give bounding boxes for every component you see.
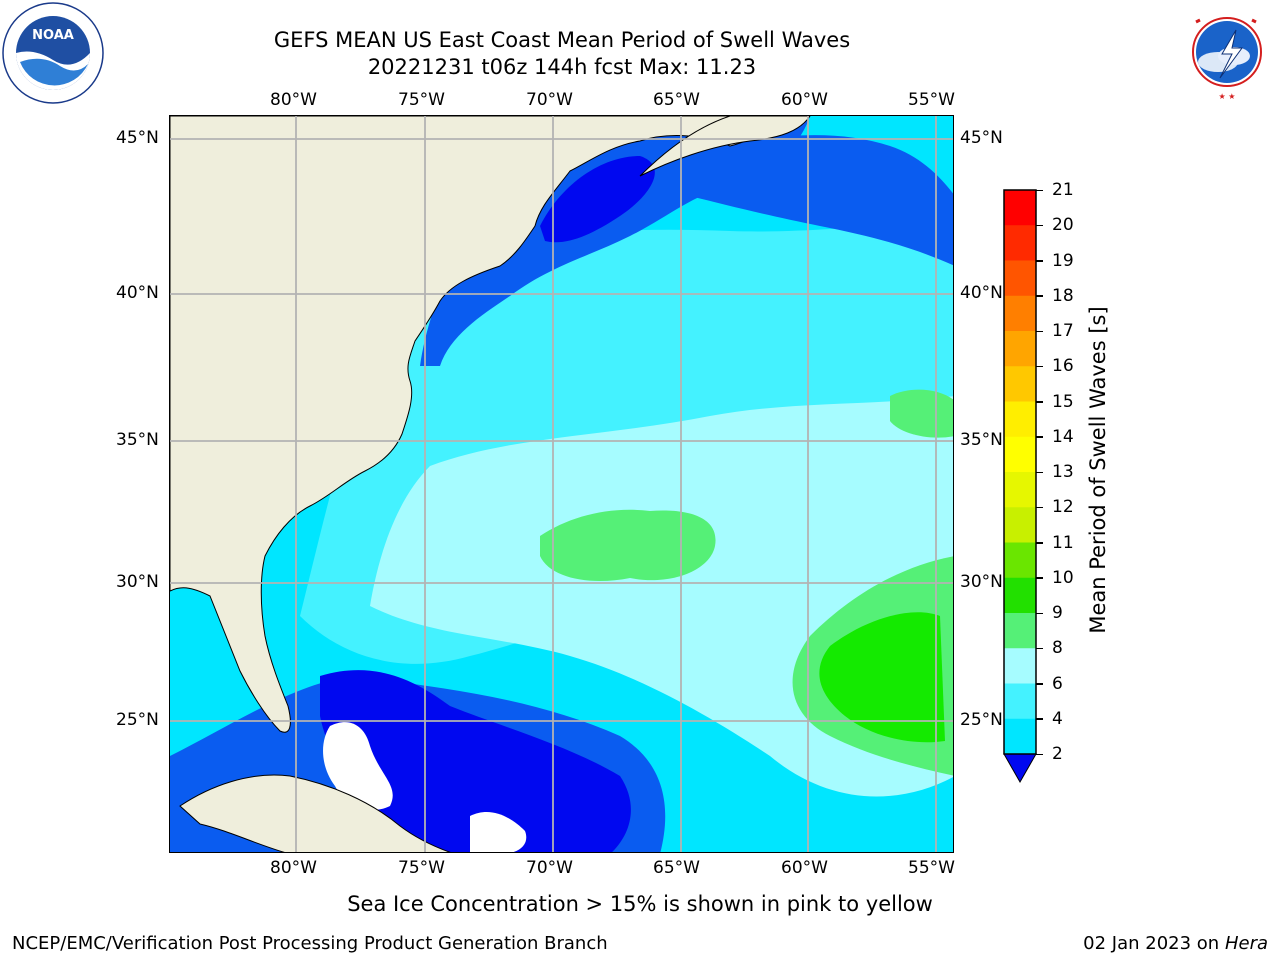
colorbar-segment: [1004, 542, 1036, 579]
lat-label-right-25n: 25°N: [960, 710, 1003, 730]
ocean-band-9-10-central: [540, 509, 716, 582]
colorbar-segment: [1004, 401, 1036, 438]
plot-title: GEFS MEAN US East Coast Mean Period of S…: [273, 28, 851, 52]
colorbar-segment: [1004, 331, 1036, 367]
colorbar-segment: [1004, 225, 1036, 261]
colorbar-tick-label: 9: [1052, 603, 1063, 623]
map-canvas: [170, 116, 953, 852]
footer-left: NCEP/EMC/Verification Post Processing Pr…: [12, 933, 608, 954]
noaa-logo: NOAA: [2, 2, 104, 104]
colorbar-tick-mark: [1036, 401, 1043, 403]
ice-patch-caribbean: [470, 812, 527, 852]
colorbar-tick-label: 11: [1052, 532, 1074, 553]
ocean-band-lt2-gulf-of-maine: [540, 156, 655, 243]
colorbar-tick-label: 14: [1052, 426, 1074, 447]
colorbar-tick-label: 4: [1052, 708, 1063, 729]
plot-subtitle: 20221231 t06z 144h fcst Max: 11.23: [367, 55, 757, 79]
colorbar-segment: [1004, 507, 1036, 543]
colorbar-tick-mark: [1036, 260, 1043, 262]
lat-label-right-30n: 30°N: [960, 572, 1003, 592]
colorbar-tick-mark: [1036, 753, 1043, 755]
lon-label-bottom-70w: 70°W: [526, 858, 573, 878]
colorbar-tick-label: 12: [1052, 497, 1074, 518]
colorbar-segment: [1004, 295, 1036, 332]
lon-label-bottom-55w: 55°W: [908, 858, 955, 878]
colorbar-tick-mark: [1036, 295, 1043, 297]
colorbar-segment: [1004, 648, 1036, 684]
lon-label-top-65w: 65°W: [653, 90, 700, 110]
graticule: [170, 116, 953, 852]
colorbar-tick-mark: [1036, 647, 1043, 650]
colorbar-label: Mean Period of Swell Waves [s]: [1086, 306, 1110, 634]
colorbar-tick-label: 21: [1052, 180, 1074, 200]
lat-label-right-45n: 45°N: [960, 128, 1003, 148]
nws-logo: ★ ★: [1176, 2, 1278, 104]
lon-label-bottom-65w: 65°W: [653, 858, 700, 878]
lon-label-bottom-60w: 60°W: [781, 858, 828, 878]
ocean-band-10-11: [819, 612, 945, 743]
colorbar-segment: [1004, 472, 1036, 508]
lat-label-left-35n: 35°N: [116, 430, 159, 450]
colorbar-tick-mark: [1036, 436, 1043, 438]
colorbar-graphic: [1003, 189, 1037, 784]
colorbar-tick-label: 2: [1052, 744, 1063, 764]
colorbar-tick-label: 10: [1052, 567, 1074, 588]
lon-label-top-60w: 60°W: [781, 90, 828, 110]
colorbar-tick-mark: [1036, 577, 1043, 579]
colorbar-tick-mark: [1036, 330, 1043, 332]
lat-label-right-35n: 35°N: [960, 430, 1003, 450]
footer-date: 02 Jan 2023 on: [1083, 933, 1225, 954]
colorbar-tick-mark: [1036, 506, 1043, 509]
colorbar-tick-mark: [1036, 365, 1043, 368]
colorbar-tick-mark: [1036, 189, 1043, 191]
colorbar: [1000, 186, 1040, 786]
colorbar-segment: [1004, 577, 1036, 614]
lon-label-bottom-75w: 75°W: [398, 858, 445, 878]
lat-label-left-30n: 30°N: [116, 572, 159, 592]
noaa-logo-text: NOAA: [32, 28, 74, 43]
colorbar-segment: [1004, 718, 1036, 755]
colorbar-segment: [1004, 260, 1036, 297]
footer-right: 02 Jan 2023 on Hera: [1083, 933, 1268, 955]
lon-label-bottom-80w: 80°W: [270, 858, 317, 878]
lat-label-left-45n: 45°N: [116, 128, 159, 148]
colorbar-tick-label: 8: [1052, 638, 1063, 659]
lon-label-top-70w: 70°W: [526, 90, 573, 110]
colorbar-tick-label: 6: [1052, 673, 1063, 694]
lon-label-top-75w: 75°W: [398, 90, 445, 110]
colorbar-tick-mark: [1036, 542, 1043, 544]
lon-label-top-55w: 55°W: [908, 90, 955, 110]
lat-label-right-40n: 40°N: [960, 283, 1003, 303]
footer-host: Hera: [1224, 933, 1268, 954]
colorbar-tick-mark: [1036, 471, 1043, 473]
land-cuba: [179, 774, 451, 852]
ocean-band-9-10-north: [890, 389, 953, 438]
colorbar-segment: [1004, 366, 1036, 402]
colorbar-tick-label: 15: [1052, 391, 1074, 412]
colorbar-tick-mark: [1036, 612, 1043, 614]
colorbar-segment: [1004, 613, 1036, 649]
colorbar-segment: [1004, 436, 1036, 473]
colorbar-segment: [1004, 683, 1036, 720]
lon-label-top-80w: 80°W: [270, 90, 317, 110]
land-north-america: [170, 116, 801, 733]
colorbar-tick-label: 18: [1052, 285, 1074, 306]
colorbar-tick-label: 20: [1052, 215, 1074, 236]
map-panel[interactable]: [169, 115, 954, 853]
ocean-band-2-4-northeast: [690, 135, 953, 266]
colorbar-tick-label: 19: [1052, 250, 1074, 271]
ice-patch-bahamas: [323, 722, 393, 810]
lat-label-left-40n: 40°N: [116, 283, 159, 303]
colorbar-tick-mark: [1036, 683, 1043, 685]
lat-label-left-25n: 25°N: [116, 710, 159, 730]
colorbar-tick-mark: [1036, 224, 1043, 227]
colorbar-tick-label: 13: [1052, 462, 1074, 482]
colorbar-extend-triangle: [1003, 753, 1037, 784]
colorbar-tick-label: 17: [1052, 321, 1074, 341]
colorbar-segment: [1004, 190, 1036, 226]
colorbar-tick-mark: [1036, 718, 1043, 720]
sea-ice-note: Sea Ice Concentration > 15% is shown in …: [347, 892, 933, 916]
colorbar-tick-label: 16: [1052, 356, 1074, 377]
svg-text:★ ★: ★ ★: [1219, 92, 1236, 101]
